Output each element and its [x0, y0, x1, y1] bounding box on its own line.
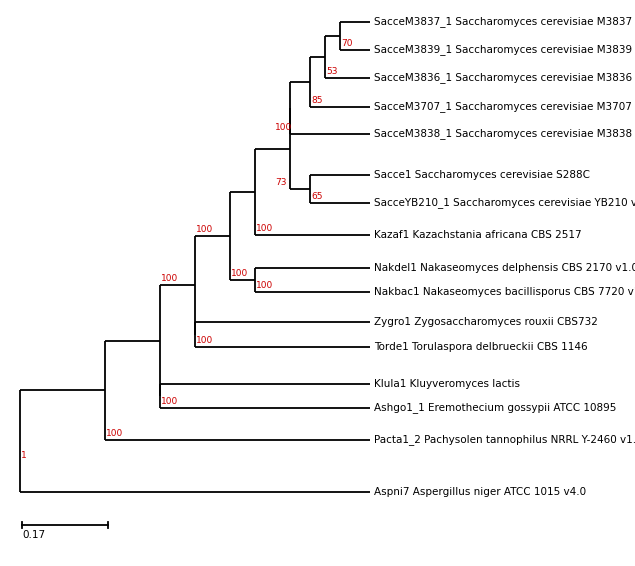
Text: Klula1 Kluyveromyces lactis: Klula1 Kluyveromyces lactis [374, 379, 520, 389]
Text: Ashgo1_1 Eremothecium gossypii ATCC 10895: Ashgo1_1 Eremothecium gossypii ATCC 1089… [374, 402, 617, 413]
Text: 70: 70 [341, 39, 352, 48]
Text: 73: 73 [275, 178, 286, 187]
Text: 100: 100 [256, 224, 273, 233]
Text: 100: 100 [231, 269, 248, 278]
Text: 1: 1 [21, 451, 27, 460]
Text: SacceM3838_1 Saccharomyces cerevisiae M3838 v1.0: SacceM3838_1 Saccharomyces cerevisiae M3… [374, 128, 635, 139]
Text: 100: 100 [256, 281, 273, 290]
Text: Aspni7 Aspergillus niger ATCC 1015 v4.0: Aspni7 Aspergillus niger ATCC 1015 v4.0 [374, 487, 586, 497]
Text: Zygro1 Zygosaccharomyces rouxii CBS732: Zygro1 Zygosaccharomyces rouxii CBS732 [374, 317, 598, 327]
Text: 100: 100 [161, 274, 178, 283]
Text: 65: 65 [311, 192, 323, 201]
Text: 100: 100 [275, 123, 292, 132]
Text: 100: 100 [196, 225, 213, 234]
Text: Sacce1 Saccharomyces cerevisiae S288C: Sacce1 Saccharomyces cerevisiae S288C [374, 170, 590, 180]
Text: 53: 53 [326, 67, 337, 76]
Text: Nakbac1 Nakaseomyces bacillisporus CBS 7720 v1.0: Nakbac1 Nakaseomyces bacillisporus CBS 7… [374, 287, 635, 297]
Text: 0.17: 0.17 [22, 530, 45, 540]
Text: 100: 100 [161, 397, 178, 406]
Text: SacceYB210_1 Saccharomyces cerevisiae YB210 v1.0: SacceYB210_1 Saccharomyces cerevisiae YB… [374, 198, 635, 208]
Text: Torde1 Torulaspora delbrueckii CBS 1146: Torde1 Torulaspora delbrueckii CBS 1146 [374, 342, 587, 352]
Text: 85: 85 [311, 96, 323, 105]
Text: 100: 100 [106, 429, 123, 438]
Text: Kazaf1 Kazachstania africana CBS 2517: Kazaf1 Kazachstania africana CBS 2517 [374, 230, 582, 240]
Text: Pacta1_2 Pachysolen tannophilus NRRL Y-2460 v1.2: Pacta1_2 Pachysolen tannophilus NRRL Y-2… [374, 435, 635, 445]
Text: SacceM3836_1 Saccharomyces cerevisiae M3836 v1.0: SacceM3836_1 Saccharomyces cerevisiae M3… [374, 72, 635, 83]
Text: 100: 100 [196, 336, 213, 345]
Text: SacceM3839_1 Saccharomyces cerevisiae M3839 v1.0: SacceM3839_1 Saccharomyces cerevisiae M3… [374, 45, 635, 55]
Text: SacceM3707_1 Saccharomyces cerevisiae M3707 Dikaryon: SacceM3707_1 Saccharomyces cerevisiae M3… [374, 101, 635, 113]
Text: Nakdel1 Nakaseomyces delphensis CBS 2170 v1.0: Nakdel1 Nakaseomyces delphensis CBS 2170… [374, 263, 635, 273]
Text: SacceM3837_1 Saccharomyces cerevisiae M3837 v1.0: SacceM3837_1 Saccharomyces cerevisiae M3… [374, 16, 635, 28]
